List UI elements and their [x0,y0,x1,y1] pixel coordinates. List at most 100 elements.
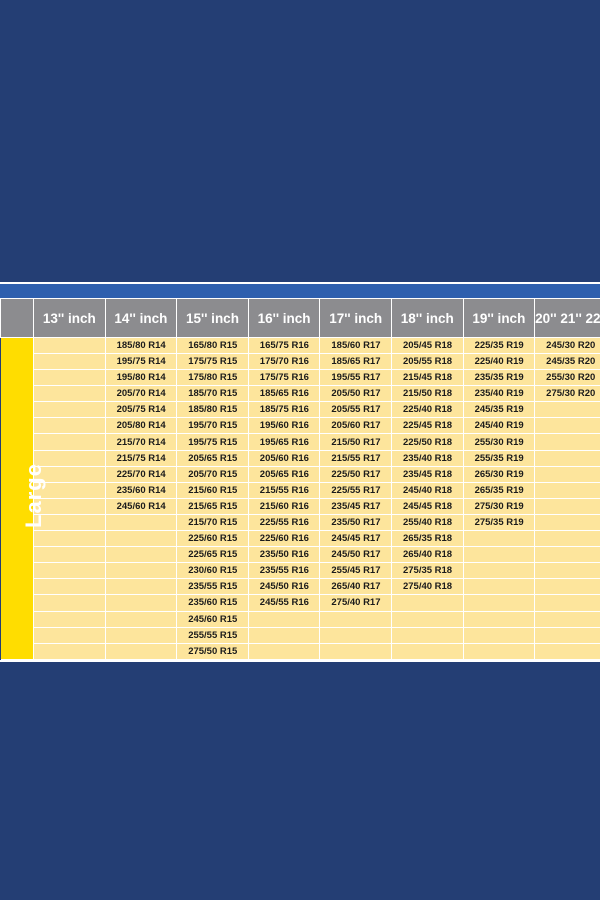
table-row: 255/55 R15 [1,626,600,644]
table-row: 215/70 R15 225/55 R16 235/50 R17 255/40 R18… [1,513,600,532]
tire-size-cell: 185/75 R16 [247,401,321,419]
tire-size-cell: 195/70 R15 [176,417,249,435]
table-row: 225/60 R15 225/60 R16 245/45 R17 265/35 R18 [1,530,600,548]
tire-size-cell: 205/70 R14 [104,385,178,403]
tire-size-cell [462,642,536,660]
tire-size-cell: 215/65 R15 [176,497,249,515]
tire-size-cell [33,642,106,660]
tire-size-cell: 225/40 R19 [462,352,536,371]
table-row: 245/60 R15 [1,610,600,628]
tire-size-cell [33,465,106,483]
tire-size-cell [534,546,600,564]
tire-size-cell: 245/40 R19 [462,417,536,435]
tire-size-cell: 165/80 R15 [176,337,249,354]
tire-size-cell [534,401,600,419]
table-row: 195/75 R14 175/75 R15 175/70 R16 185/65 R17… [1,352,600,371]
tire-size-cell: 235/35 R19 [462,369,536,387]
tire-size-cell: 175/75 R15 [176,352,249,371]
tire-size-cell: 205/55 R18 [390,352,464,371]
tire-size-cell: 230/60 R15 [176,562,249,580]
header-16-inch: 16'' inch [247,298,321,338]
tire-size-cell: 225/55 R17 [319,481,392,499]
tire-size-cell: 195/55 R17 [319,369,392,387]
tire-size-cell: 255/45 R17 [319,562,392,580]
tire-size-cell: 205/65 R16 [247,465,321,483]
header-18-inch: 18'' inch [390,298,464,338]
header-14-inch: 14'' inch [104,298,178,338]
tire-size-cell: 275/30 R19 [462,497,536,515]
tire-size-cell: 195/75 R15 [176,433,249,451]
tire-size-cell: 245/35 R19 [462,401,536,419]
tire-size-cell: 275/40 R17 [319,594,392,612]
tire-size-cell [33,626,106,644]
tire-size-cell [534,530,600,548]
tire-size-cell: 275/50 R15 [176,642,249,660]
tire-size-cell: 255/40 R18 [390,513,464,532]
tire-size-cell: 225/35 R19 [462,337,536,354]
tire-size-cell [247,626,321,644]
tire-size-cell [390,642,464,660]
tire-size-cell [104,610,178,628]
header-corner-cell [0,298,34,338]
tire-size-cell: 235/55 R16 [247,562,321,580]
tire-size-cell: 195/60 R16 [247,417,321,435]
tire-size-cell: 245/50 R16 [247,578,321,596]
tire-size-cell [534,481,600,499]
tire-size-cell: 225/60 R15 [176,530,249,548]
tire-size-cell: 205/70 R15 [176,465,249,483]
tire-size-cell [319,626,392,644]
tire-size-cell: 215/60 R16 [247,497,321,515]
tire-size-cell: 245/55 R16 [247,594,321,612]
tire-size-cell [104,626,178,644]
table-row: 225/65 R15 235/50 R16 245/50 R17 265/40 R18 [1,546,600,564]
tire-size-cell: 215/70 R15 [176,513,249,532]
tire-size-cell [33,546,106,564]
tire-size-cell [33,578,106,596]
tire-size-cell [104,546,178,564]
tire-size-cell [247,642,321,660]
tire-size-cell: 235/40 R18 [390,449,464,467]
tire-size-cell: 185/65 R16 [247,385,321,403]
tire-size-cell: 275/30 R20 [534,385,600,403]
tire-size-cell: 245/35 R20 [534,352,600,371]
tire-size-cell: 225/40 R18 [390,401,464,419]
tire-size-cell [534,642,600,660]
tire-size-cell: 265/40 R17 [319,578,392,596]
tire-size-cell: 265/30 R19 [462,465,536,483]
tire-size-cell: 185/80 R14 [104,337,178,354]
table-row: Large 185/80 R14 165/80 R15 165/75 R16 185/6… [0,337,600,660]
tire-size-cell [534,626,600,644]
category-label-cell: Large [0,337,45,660]
tire-size-cell: 265/35 R19 [462,481,536,499]
tire-size-cell: 235/45 R17 [319,497,392,515]
table-row: 205/70 R14 185/70 R15 185/65 R16 205/50 R17… [1,385,600,403]
tire-size-cell: 235/55 R15 [176,578,249,596]
tire-size-cell [33,369,106,387]
table-row: 225/70 R14 205/70 R15 205/65 R16 225/50 R17… [1,465,600,483]
tire-size-cell [104,594,178,612]
tire-size-cell [319,610,392,628]
tire-size-cell [534,578,600,596]
tire-size-cell: 225/50 R17 [319,465,392,483]
tire-size-cell: 205/60 R17 [319,417,392,435]
tire-size-cell [104,513,178,532]
tire-size-cell [104,562,178,580]
tire-size-cell: 175/75 R16 [247,369,321,387]
tire-size-cell [534,449,600,467]
tire-size-cell [462,578,536,596]
header-17-inch: 17'' inch [319,298,392,338]
tire-size-cell: 225/45 R18 [390,417,464,435]
tire-size-cell [462,610,536,628]
tire-size-cell: 235/50 R16 [247,546,321,564]
tire-size-cell: 245/30 R20 [534,337,600,354]
tire-size-cell [534,610,600,628]
tire-size-table-container: 13'' inch 14'' inch 15'' inch 16'' inch … [0,298,600,662]
tire-size-cell [104,578,178,596]
table-row: 205/80 R14 195/70 R15 195/60 R16 205/60 R17… [1,417,600,435]
header-15-inch: 15'' inch [176,298,249,338]
tire-size-cell [534,513,600,532]
tire-size-cell: 245/60 R15 [176,610,249,628]
tire-size-cell: 225/65 R15 [176,546,249,564]
tire-size-cell: 205/45 R18 [390,337,464,354]
table-row: 195/80 R14 175/80 R15 175/75 R16 195/55 R17… [1,369,600,387]
